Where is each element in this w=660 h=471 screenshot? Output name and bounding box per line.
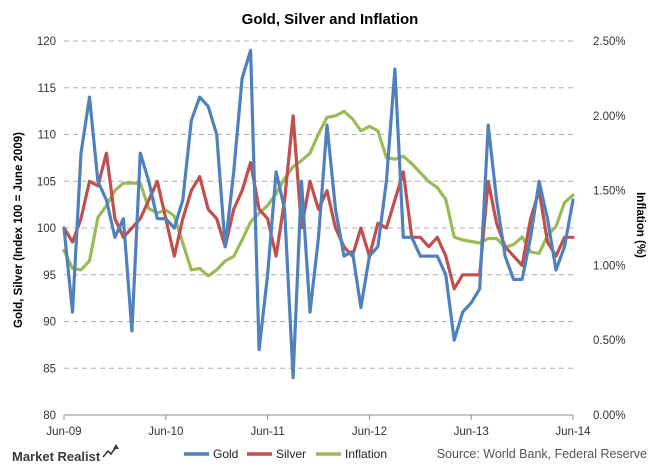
y-axis-label: Gold, Silver (Index 100 = June 2009)	[13, 132, 25, 328]
legend-gold-label: Gold	[213, 447, 238, 461]
y2-tick-label: 1.00%	[593, 260, 626, 272]
legend-inflation-label: Inflation	[345, 447, 387, 461]
y-tick-label: 115	[38, 83, 56, 95]
y-tick-label: 85	[43, 363, 56, 375]
y2-axis-label: Inflation (%)	[634, 192, 646, 258]
y2-tick-label: 2.00%	[593, 111, 626, 123]
right-axis-ticks: 0.00% 0.50% 1.00% 1.50% 2.00% 2.50%	[593, 36, 626, 422]
y2-tick-label: 0.00%	[593, 410, 626, 422]
x-tick-label: Jun-11	[250, 426, 284, 438]
y2-tick-label: 1.50%	[593, 186, 626, 198]
x-tick-label: Jun-10	[148, 426, 183, 438]
y-tick-label: 110	[38, 130, 56, 142]
left-axis-ticks: 80 85 90 95 100 105 110 115 120	[37, 36, 56, 422]
x-tick-label: Jun-12	[352, 426, 387, 438]
market-realist-logo-icon	[102, 444, 119, 458]
x-tick-label: Jun-14	[555, 426, 591, 438]
x-tick-label: Jun-09	[46, 426, 81, 438]
legend-silver-label: Silver	[276, 447, 306, 461]
x-tick-label: Jun-13	[454, 426, 489, 438]
legend: Gold Silver Inflation	[184, 447, 387, 461]
y-tick-label: 95	[43, 270, 56, 282]
y-tick-label: 90	[43, 317, 56, 329]
y2-tick-label: 0.50%	[593, 335, 626, 347]
series-lines	[62, 48, 575, 380]
y-tick-label: 80	[43, 410, 56, 422]
y-tick-label: 100	[37, 223, 56, 235]
x-axis-ticks: Jun-09 Jun-10 Jun-11 Jun-12 Jun-13 Jun-14	[46, 415, 591, 438]
brand-name: Market Realist	[12, 449, 101, 464]
chart-title: Gold, Silver and Inflation	[242, 11, 419, 28]
y-tick-label: 120	[37, 36, 56, 48]
y-tick-label: 105	[37, 176, 56, 188]
series-line-inflation	[62, 109, 575, 278]
series-line-gold	[62, 48, 575, 380]
source-note: Source: World Bank, Federal Reserve	[437, 447, 647, 461]
series-line-silver	[62, 114, 575, 291]
y2-tick-label: 2.50%	[593, 36, 626, 48]
